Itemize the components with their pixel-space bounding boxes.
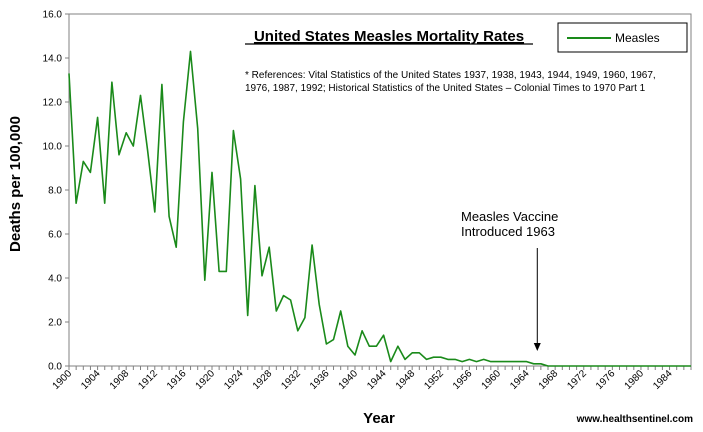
vaccine-annotation-line-2: Introduced 1963: [461, 224, 555, 239]
x-tick-label: 1928: [251, 368, 275, 392]
y-tick-label: 0.0: [48, 362, 62, 373]
reference-line-1: * References: Vital Statistics of the Un…: [245, 70, 656, 81]
x-tick-label: 1936: [308, 368, 332, 392]
x-tick-label: 1948: [394, 368, 418, 392]
x-axis-title: Year: [363, 410, 395, 427]
plot-area: [68, 13, 692, 367]
legend: Measles: [557, 22, 688, 53]
x-tick-label: 1908: [108, 368, 132, 392]
source-credit: www.healthsentinel.com: [576, 414, 693, 425]
x-tick-label: 1932: [279, 368, 303, 392]
y-tick-label: 14.0: [43, 54, 63, 65]
x-tick-label: 1964: [508, 368, 532, 392]
series-layer: [68, 50, 691, 367]
x-tick-label: 1912: [136, 368, 160, 392]
x-tick-label: 1920: [194, 368, 218, 392]
x-tick-label: 1940: [337, 368, 361, 392]
x-tick-label: 1968: [537, 368, 561, 392]
legend-label-measles: Measles: [615, 31, 660, 45]
x-tick-label: 1904: [79, 368, 103, 392]
x-tick-label: 1960: [480, 368, 504, 392]
x-tick-label: 1972: [565, 368, 589, 392]
x-tick-label: 1980: [623, 368, 647, 392]
x-tick-label: 1956: [451, 368, 475, 392]
y-tick-label: 12.0: [43, 98, 63, 109]
x-tick-label: 1944: [365, 368, 389, 392]
x-tick-label: 1916: [165, 368, 189, 392]
vaccine-annotation-line-1: Measles Vaccine: [461, 209, 558, 224]
y-axis: 0.0 2.0 4.0 6.0 8.0 10.0 12.0 14.0 16.0: [43, 10, 69, 373]
y-tick-label: 8.0: [48, 186, 62, 197]
series-line-measles: [68, 50, 691, 367]
y-tick-label: 6.0: [48, 230, 62, 241]
x-tick-label: 1952: [422, 368, 446, 392]
y-tick-label: 4.0: [48, 274, 62, 285]
y-tick-label: 10.0: [43, 142, 63, 153]
x-tick-label: 1984: [651, 368, 675, 392]
x-axis: 1900 1904 1908 1912 1916 1920 1924 1928 1932 1936…: [51, 366, 692, 392]
y-axis-title: Deaths per 100,000: [7, 116, 24, 252]
reference-line-2: 1976, 1987, 1992; Historical Statistics …: [245, 83, 646, 94]
vaccine-arrow-head: [533, 343, 541, 351]
x-tick-label: 1976: [594, 368, 618, 392]
x-tick-label: 1924: [222, 368, 246, 392]
chart-title: United States Measles Mortality Rates: [254, 28, 524, 45]
y-tick-label: 2.0: [48, 318, 62, 329]
y-tick-label: 16.0: [43, 10, 63, 21]
vaccine-annotation: Measles Vaccine Introduced 1963: [461, 209, 558, 351]
